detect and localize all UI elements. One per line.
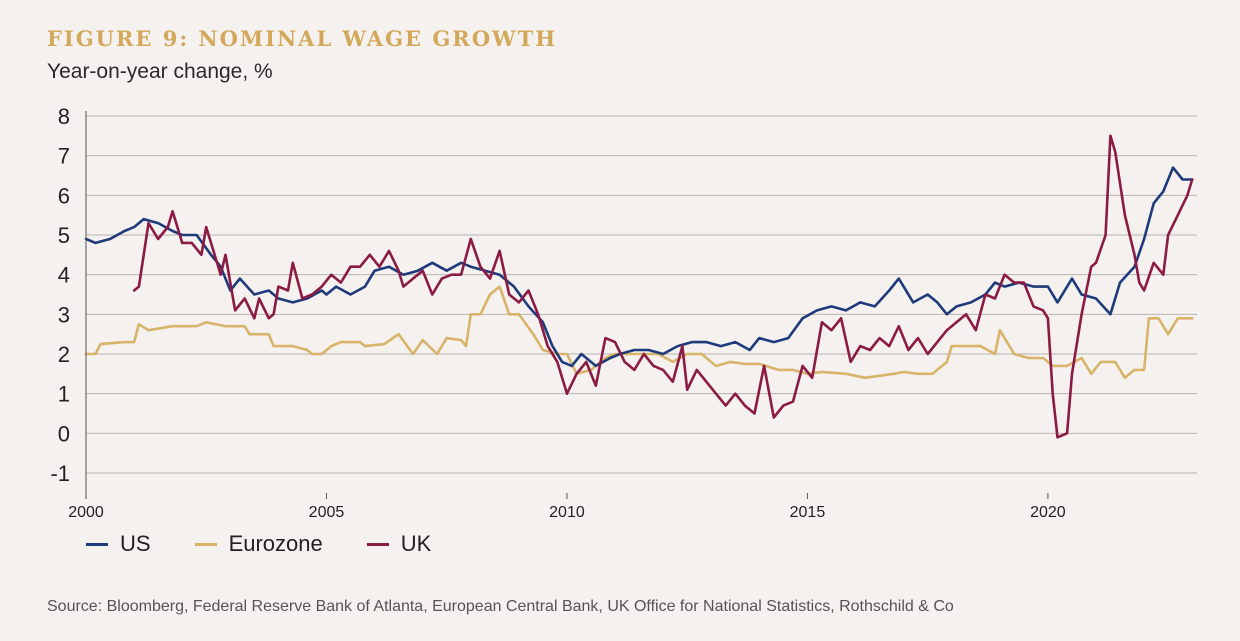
source-note: Source: Bloomberg, Federal Reserve Bank … <box>47 598 954 615</box>
y-tick-label: 4 <box>58 263 70 288</box>
y-tick-label: 0 <box>58 421 70 446</box>
y-tick-label: -1 <box>50 461 70 486</box>
legend-item-uk: UK <box>366 531 432 557</box>
series-lines <box>84 134 1194 439</box>
series-line-us <box>84 166 1194 368</box>
x-tick-label: 2005 <box>309 504 345 521</box>
legend-swatch-uk <box>366 542 389 546</box>
y-tick-label: 6 <box>58 183 70 208</box>
y-tick-label: 3 <box>58 302 70 327</box>
x-tick-label: 2000 <box>68 504 104 521</box>
y-tick-label: 1 <box>58 382 70 407</box>
x-tick-label: 2015 <box>790 504 826 521</box>
y-tick-label: 2 <box>58 342 70 367</box>
legend-item-us: US <box>86 531 151 557</box>
legend-label-eurozone: Eurozone <box>228 531 323 556</box>
x-tick-label: 2010 <box>549 504 585 521</box>
y-axis: -1 0 1 2 3 4 5 6 7 8 <box>50 104 70 486</box>
figure-title: FIGURE 9: NOMINAL WAGE GROWTH <box>47 26 558 51</box>
x-axis: 2000 2005 2010 2015 2020 <box>68 111 1066 521</box>
wage-growth-chart: -1 0 1 2 3 4 5 6 7 8 2000 2005 2010 2015 2020 <box>50 104 1197 521</box>
legend: US Eurozone UK <box>86 531 475 557</box>
grid-lines <box>86 115 1197 474</box>
x-tick-label: 2020 <box>1030 504 1066 521</box>
legend-swatch-us <box>86 542 108 546</box>
y-tick-label: 8 <box>58 104 70 129</box>
legend-item-eurozone: Eurozone <box>194 531 323 557</box>
y-tick-label: 5 <box>58 223 70 248</box>
legend-label-uk: UK <box>400 531 432 556</box>
series-line-uk <box>132 134 1194 439</box>
y-tick-label: 7 <box>58 144 70 169</box>
figure-subtitle: Year-on-year change, % <box>47 60 273 83</box>
legend-label-us: US <box>120 531 151 556</box>
legend-swatch-eurozone <box>194 542 217 546</box>
